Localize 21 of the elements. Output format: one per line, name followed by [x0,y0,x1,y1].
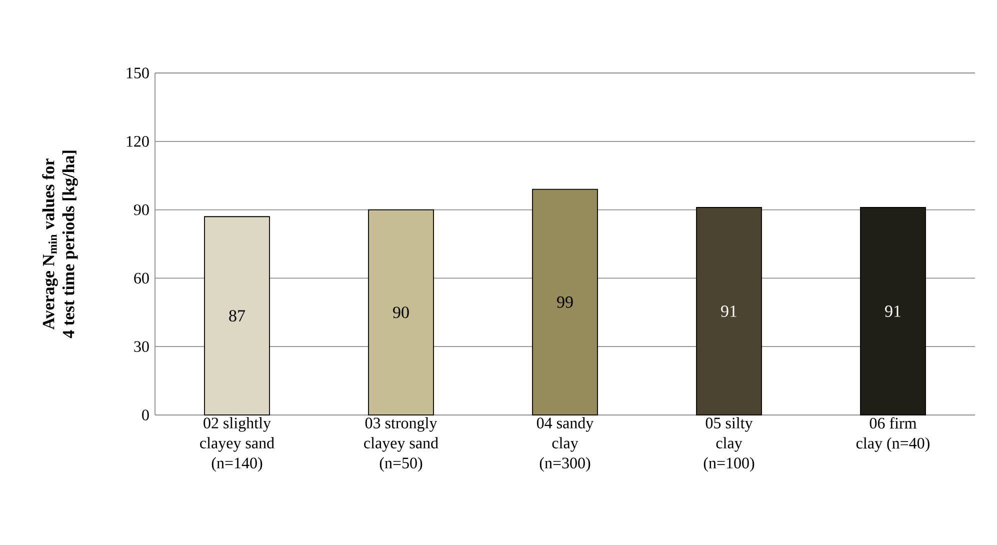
y-tick-label: 150 [126,68,149,78]
data-label: 91 [885,306,900,317]
bar [696,207,762,416]
y-tick-label: 90 [134,204,149,216]
y-tick-label: 60 [134,272,149,284]
x-tick-label: 02 slightly clayey sand (n=140) [200,417,274,472]
y-tick-label: 30 [134,341,149,352]
x-tick-label: 03 strongly clayey sand (n=50) [364,417,438,472]
x-tick-label: 06 firm clay (n=40) [856,417,930,452]
x-tick-label: 05 silty clay (n=100) [704,417,754,472]
bar [532,188,598,416]
data-label: 99 [557,296,573,308]
data-label: 91 [721,306,736,317]
bar [860,207,926,416]
x-tick-label: 04 sandy clay (n=300) [536,417,594,472]
y-tick-label: 0 [142,410,149,420]
bar [204,216,270,416]
y-tick-label: 120 [126,136,149,147]
data-label: 87 [229,310,246,322]
bar [368,209,434,416]
data-label: 90 [393,306,409,318]
